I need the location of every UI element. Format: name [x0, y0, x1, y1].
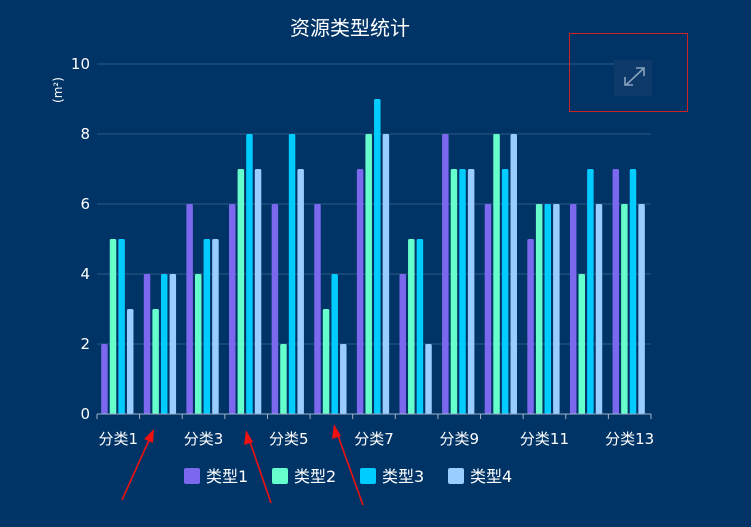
y-tick-label: 10 — [71, 55, 90, 73]
legend-swatch[interactable] — [360, 468, 376, 484]
bar[interactable] — [595, 204, 603, 414]
legend-swatch[interactable] — [184, 468, 200, 484]
legend-label[interactable]: 类型1 — [206, 467, 248, 486]
bar[interactable] — [442, 134, 449, 414]
legend-label[interactable]: 类型2 — [294, 467, 336, 486]
bar[interactable] — [459, 169, 466, 414]
x-axis-ticks: 分类1 分类3 分类5 分类7 分类9 分类11 分类13 — [96, 414, 654, 448]
bar[interactable] — [501, 169, 509, 414]
fullscreen-button[interactable] — [614, 60, 652, 96]
bar[interactable] — [527, 239, 534, 414]
x-tick-label: 分类9 — [439, 430, 479, 448]
bar[interactable] — [322, 309, 330, 414]
arrow-3 — [332, 424, 364, 506]
bar[interactable] — [484, 204, 492, 414]
bar[interactable] — [382, 134, 390, 414]
grid — [97, 63, 651, 345]
bar[interactable] — [578, 274, 586, 414]
legend-label[interactable]: 类型3 — [382, 467, 424, 486]
legend-item[interactable]: 类型4 — [448, 467, 512, 486]
bar[interactable] — [229, 204, 236, 414]
bar[interactable] — [356, 169, 364, 414]
legend-item[interactable]: 类型1 — [184, 467, 248, 486]
bar[interactable] — [314, 204, 321, 414]
bar[interactable] — [569, 204, 577, 414]
x-tick-label: 分类5 — [269, 430, 309, 448]
bar[interactable] — [331, 274, 338, 414]
bar[interactable] — [425, 344, 432, 414]
bar[interactable] — [288, 134, 296, 414]
bar[interactable] — [186, 204, 193, 414]
arrow-1 — [121, 429, 154, 501]
bar[interactable] — [169, 274, 177, 414]
y-tick-label: 2 — [80, 335, 90, 353]
y-tick-label: 6 — [80, 195, 90, 213]
bar[interactable] — [399, 274, 406, 414]
bar[interactable] — [629, 169, 637, 414]
bar[interactable] — [152, 309, 159, 414]
bar[interactable] — [493, 134, 500, 414]
legend-swatch[interactable] — [272, 468, 288, 484]
bar[interactable] — [612, 169, 620, 414]
bar[interactable] — [587, 169, 594, 414]
y-axis-ticks: 0 2 4 6 8 10 — [71, 55, 90, 423]
bar[interactable] — [535, 204, 543, 414]
y-tick-label: 0 — [80, 405, 90, 423]
x-tick-label: 分类13 — [605, 430, 654, 448]
y-tick-label: 8 — [80, 125, 90, 143]
bar[interactable] — [203, 239, 211, 414]
y-tick-label: 4 — [80, 265, 90, 283]
bar[interactable] — [416, 239, 424, 414]
legend: 类型1 类型2 类型3 类型4 — [184, 467, 512, 486]
x-tick-label: 分类1 — [99, 430, 139, 448]
bar[interactable] — [450, 169, 458, 414]
bar[interactable] — [109, 239, 117, 414]
bar[interactable] — [237, 169, 245, 414]
bar[interactable] — [510, 134, 517, 414]
bar[interactable] — [246, 134, 253, 414]
fullscreen-highlight-box — [569, 33, 688, 112]
bar[interactable] — [271, 204, 279, 414]
bar[interactable] — [408, 239, 415, 414]
bar[interactable] — [638, 204, 645, 414]
bar[interactable] — [143, 274, 151, 414]
y-axis-unit-label: (m²) — [51, 77, 65, 103]
legend-item[interactable]: 类型3 — [360, 467, 424, 486]
bar[interactable] — [212, 239, 219, 414]
bar[interactable] — [621, 204, 628, 414]
bar[interactable] — [101, 344, 108, 414]
bar[interactable] — [544, 204, 552, 414]
legend-item[interactable]: 类型2 — [272, 467, 336, 486]
bar[interactable] — [340, 344, 347, 414]
bar[interactable] — [467, 169, 475, 414]
bar[interactable] — [365, 134, 372, 414]
legend-label[interactable]: 类型4 — [470, 467, 512, 486]
arrow-2 — [244, 430, 272, 504]
x-tick-label: 分类7 — [354, 430, 394, 448]
x-tick-label: 分类11 — [520, 430, 569, 448]
bar[interactable] — [126, 309, 134, 414]
bar[interactable] — [118, 239, 125, 414]
bar[interactable] — [297, 169, 304, 414]
annotation-arrows — [121, 424, 364, 506]
chart-title: 资源类型统计 — [290, 16, 410, 40]
bars — [101, 99, 645, 414]
bar[interactable] — [553, 204, 560, 414]
legend-swatch[interactable] — [448, 468, 464, 484]
bar[interactable] — [194, 274, 202, 414]
expand-icon[interactable] — [624, 67, 645, 86]
bar[interactable] — [280, 344, 287, 414]
bar[interactable] — [160, 274, 168, 414]
bar[interactable] — [254, 169, 262, 414]
bar[interactable] — [374, 99, 381, 414]
x-tick-label: 分类3 — [184, 430, 224, 448]
